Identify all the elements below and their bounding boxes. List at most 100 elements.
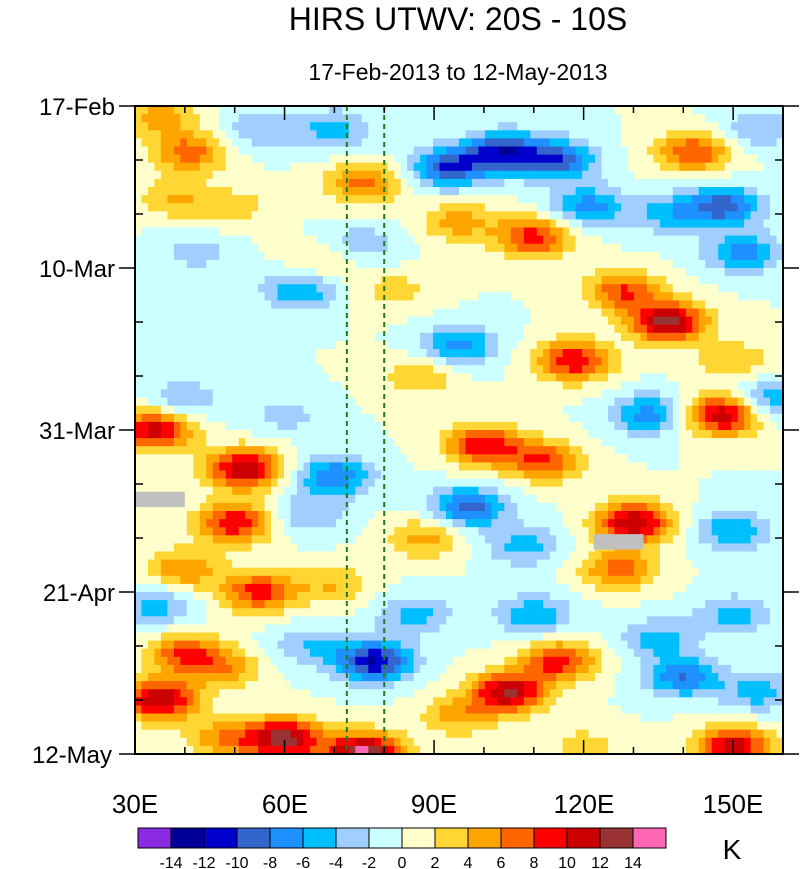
field-cell [264,583,272,593]
field-cell [407,154,415,164]
field-cell [309,527,318,536]
field-cell [160,243,168,253]
field-cell [426,308,434,318]
field-cell [433,373,441,382]
field-cell [426,664,434,674]
field-cell [355,470,363,480]
field-cell [381,648,389,658]
field-cell [219,656,227,666]
field-cell [238,203,246,212]
field-cell [420,737,428,747]
field-cell [206,705,214,715]
field-cell [303,381,311,391]
field-cell [135,300,143,310]
field-cell [439,365,447,374]
field-cell [206,162,214,172]
field-cell [154,478,162,488]
field-cell [471,373,480,382]
field-cell [303,146,311,156]
field-cell [219,195,227,204]
field-cell [284,705,292,715]
field-cell [348,154,356,164]
field-cell [277,697,285,706]
field-cell [173,349,181,358]
field-cell [426,170,434,180]
field-cell [180,543,188,553]
field-cell [277,284,285,293]
field-cell [433,430,441,439]
field-cell [407,592,415,601]
field-cell [374,316,382,326]
field-cell [439,251,447,261]
field-cell [212,486,220,496]
field-cell [420,600,428,609]
field-cell [258,502,266,512]
field-cell [199,365,207,374]
field-cell [160,373,168,382]
field-cell [271,575,279,585]
field-cell [245,745,253,754]
field-cell [381,405,389,415]
field-cell [394,454,402,463]
field-cell [199,251,207,261]
field-cell [342,721,350,731]
field-cell [135,575,143,585]
field-cell [426,535,434,544]
field-cell [167,664,175,674]
field-cell [355,332,363,342]
field-cell [141,195,149,204]
field-cell [355,697,363,706]
field-cell [342,648,350,658]
field-cell [439,381,447,391]
field-cell [420,170,428,180]
field-cell [491,486,499,496]
field-cell [413,154,421,164]
field-cell [335,478,343,488]
field-cell [245,227,253,237]
field-cell [348,511,356,520]
field-cell [232,381,240,391]
field-cell [387,608,395,617]
field-cell [413,656,421,666]
field-cell [446,519,454,528]
field-cell [465,405,473,415]
field-cell [361,405,369,415]
field-cell [491,705,499,715]
field-cell [290,616,298,625]
field-cell [193,519,201,528]
field-cell [478,478,486,488]
field-cell [290,114,298,123]
field-cell [452,592,460,601]
field-cell [426,551,434,561]
field-cell [277,430,285,439]
field-cell [186,195,194,204]
field-cell [271,478,279,488]
field-cell [297,122,305,131]
field-cell [193,276,201,285]
field-cell [517,316,525,326]
field-cell [329,397,337,407]
field-cell [251,567,259,577]
field-cell [154,705,162,715]
field-cell [309,486,318,496]
field-cell [225,656,233,666]
field-cell [420,162,428,172]
field-cell [439,178,447,188]
field-cell [439,486,447,496]
field-cell [400,178,408,188]
field-cell [361,227,369,237]
field-cell [238,648,246,658]
field-cell [439,195,447,204]
field-cell [219,486,227,496]
field-cell [303,478,311,488]
field-cell [355,413,363,423]
field-cell [465,284,473,293]
field-cell [322,251,330,261]
field-cell [459,146,467,156]
field-cell [160,486,168,496]
field-cell [523,276,531,285]
field-cell [290,430,298,439]
field-cell [193,470,201,480]
field-cell [530,227,538,237]
field-cell [316,535,324,544]
